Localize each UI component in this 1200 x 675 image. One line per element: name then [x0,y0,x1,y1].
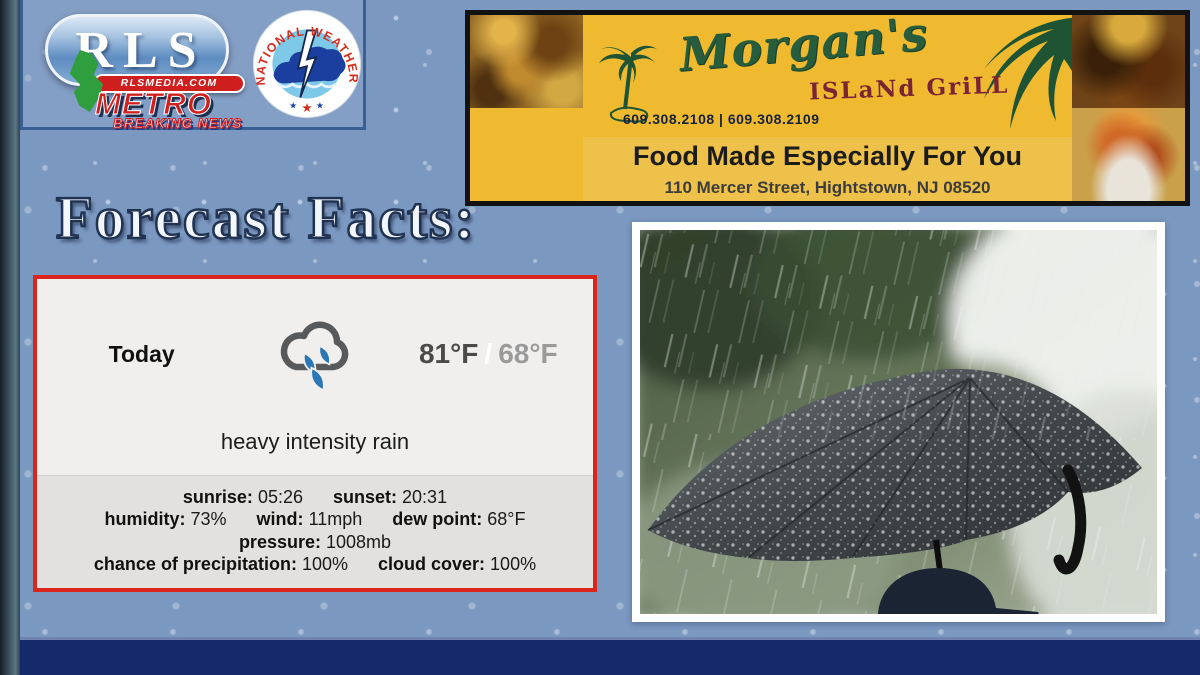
rain-photo-frame [632,222,1165,622]
forecast-condition: heavy intensity rain [220,429,410,454]
heavy-rain-icon [280,321,349,392]
stat-pressure: pressure: 1008mb [238,531,392,552]
umbrella-rain-photo [640,230,1157,614]
forecast-stats: sunrise: 05:26 sunset: 20:31 humidity: 7… [37,475,593,588]
food-photo-curry [470,15,583,108]
stat-wind: wind: 11mph [256,509,363,530]
stat-humidity: humidity: 73% [104,509,227,530]
nws-star-red-center: ★ [301,101,312,115]
rls-media-logo: RLS RLSMEDIA.COM METRO BREAKING NEWS [37,10,247,132]
stat-precipitation: chance of precipitation: 100% [93,554,348,575]
palm-tree-icon [599,45,657,123]
stats-row-humidity-wind-dew: humidity: 73% wind: 11mph dew point: 68°… [37,509,593,530]
forecast-day-label: Today [108,340,175,367]
morgans-island-grill-ad: Morgan's ISLaNd GriLL 609.308.2108 | 609… [465,10,1190,206]
ad-business-name: Morgan's [677,15,931,82]
rls-site-band: RLSMEDIA.COM [93,74,245,93]
food-photo-stew [470,108,583,201]
food-photo-beef [1072,15,1185,108]
page-title: Forecast Facts: [55,184,477,253]
rain-drops [302,344,331,392]
forecast-card: Today 81°F/68°F heavy intensity rain sun… [33,275,597,592]
forecast-temps: 81°F/68°F [402,338,575,370]
palm-frond-icon [984,17,1072,129]
rls-breaking-news-label: BREAKING NEWS [112,116,243,132]
nws-star-small-left: ★ [289,101,297,111]
ad-phone-numbers: 609.308.2108 | 609.308.2109 [623,111,820,127]
ad-food-photos-right [1072,15,1185,201]
ad-address: 110 Mercer Street, Hightstown, NJ 08520 [664,177,991,197]
food-photo-mac-cheese [1072,108,1185,201]
ad-tagline: Food Made Especially For You [632,140,1023,171]
stat-cloud-cover: cloud cover: 100% [378,554,537,575]
bottom-navy-bar [0,637,1200,675]
forecast-card-header-row: Today 81°F/68°F [37,279,593,429]
nws-seal-icon: NATIONAL WEATHER SERVICE ★ ★ ★ [246,0,362,119]
ad-lower-panel: Food Made Especially For You 110 Mercer … [583,137,1072,201]
ad-center-panel: Morgan's ISLaNd GriLL 609.308.2108 | 609… [583,15,1072,201]
low-temp: 68°F [498,338,558,369]
stats-row-sun: sunrise: 05:26 sunset: 20:31 [37,487,593,508]
ad-food-photos-left [470,15,583,201]
stats-row-pressure: pressure: 1008mb [37,532,593,553]
stats-row-precip-cloud: chance of precipitation: 100% cloud cove… [37,554,593,575]
stat-sunset: sunset: 20:31 [333,486,448,507]
national-weather-service-logo: NATIONAL WEATHER SERVICE ★ ★ ★ [246,0,363,122]
high-temp: 81°F [418,338,479,369]
baseball-cap [878,568,1039,614]
temp-separator: / [484,338,493,369]
left-edge-strip [0,0,20,675]
header-logo-box: RLS RLSMEDIA.COM METRO BREAKING NEWS NAT… [20,0,366,132]
umbrella-strap [1053,464,1087,575]
stat-dew-point: dew point: 68°F [392,509,526,530]
nws-star-small-right: ★ [316,101,324,111]
stat-sunrise: sunrise: 05:26 [182,486,303,507]
rls-metro-label: METRO [95,86,212,122]
